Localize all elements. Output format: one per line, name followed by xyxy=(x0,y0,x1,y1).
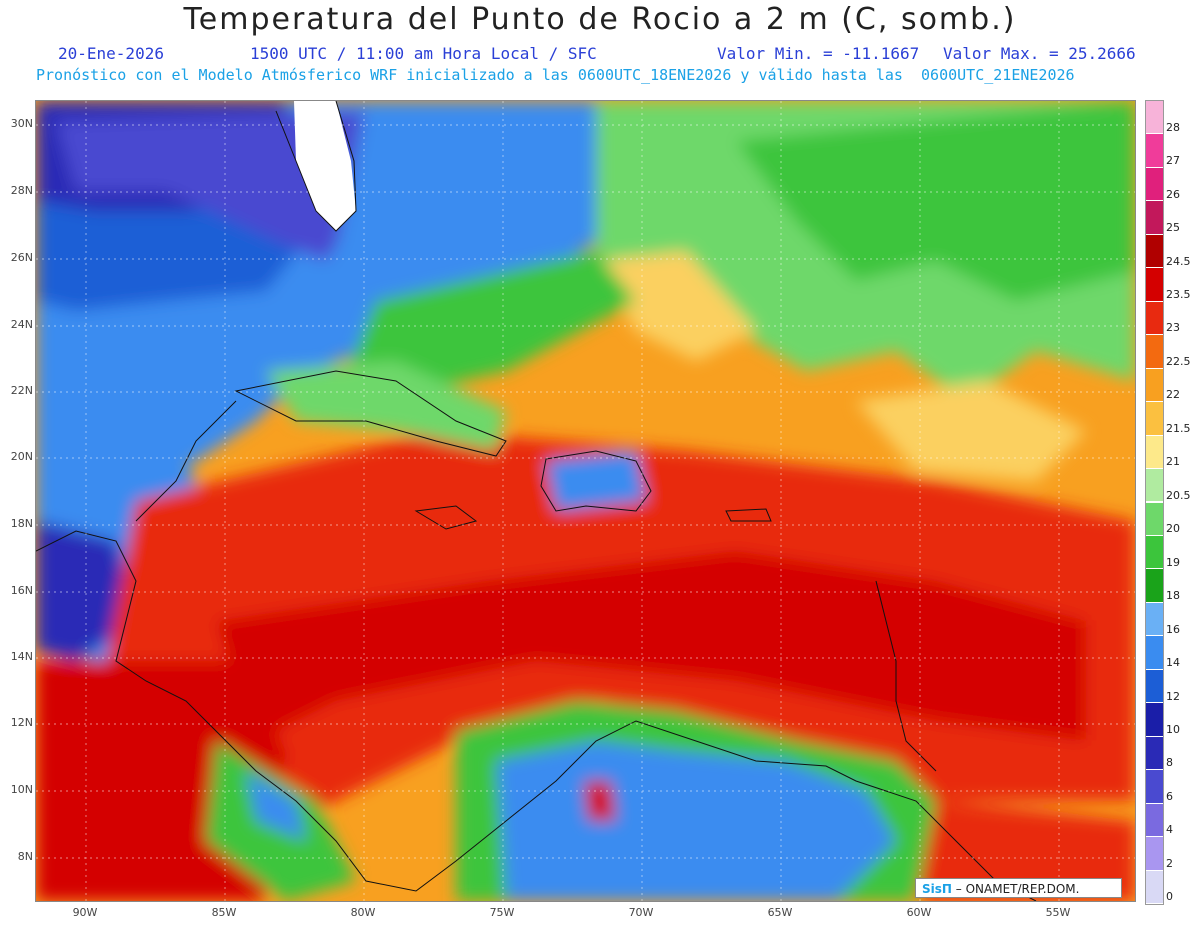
legend-swatch xyxy=(1146,301,1163,336)
lon-label: 60W xyxy=(906,906,932,919)
legend-label: 12 xyxy=(1166,689,1180,703)
legend-label: 18 xyxy=(1166,589,1180,603)
lat-label: 30N xyxy=(10,117,33,130)
lon-label: 70W xyxy=(628,906,654,919)
legend-swatch xyxy=(1146,703,1163,737)
legend-label: 4 xyxy=(1166,823,1173,837)
credit-text: – ONAMET/REP.DOM. xyxy=(951,882,1080,896)
legend-label: 23 xyxy=(1166,321,1180,335)
legend-swatch xyxy=(1146,435,1163,470)
legend-label: 28 xyxy=(1166,120,1180,134)
lon-label: 85W xyxy=(211,906,237,919)
time-label: 1500 UTC / 11:00 am Hora Local / SFC xyxy=(250,44,597,63)
legend-swatch xyxy=(1146,368,1163,403)
legend-swatch xyxy=(1146,803,1163,838)
lat-label: 10N xyxy=(10,783,33,796)
florida-landmass xyxy=(294,101,356,231)
lat-label: 14N xyxy=(10,650,33,663)
legend-label: 26 xyxy=(1166,187,1180,201)
dewpoint-map xyxy=(35,100,1136,902)
legend-swatch xyxy=(1146,669,1163,704)
lon-label: 90W xyxy=(72,906,98,919)
legend-swatch xyxy=(1146,602,1163,637)
legend-swatch xyxy=(1146,770,1163,804)
graticule xyxy=(36,101,1135,901)
legend-label: 21 xyxy=(1166,455,1180,469)
lat-label: 26N xyxy=(10,251,33,264)
color-legend xyxy=(1145,100,1164,905)
legend-swatch xyxy=(1146,502,1163,536)
legend-label: 22.5 xyxy=(1166,354,1191,368)
legend-swatch xyxy=(1146,636,1163,670)
coastlines xyxy=(36,101,1037,901)
legend-swatch xyxy=(1146,736,1163,771)
legend-label: 14 xyxy=(1166,656,1180,670)
legend-label: 20 xyxy=(1166,522,1180,536)
legend-swatch xyxy=(1146,268,1163,302)
legend-swatch xyxy=(1146,837,1163,871)
legend-swatch xyxy=(1146,167,1163,202)
credit-box: SisΠ – ONAMET/REP.DOM. xyxy=(915,878,1122,898)
legend-label: 25 xyxy=(1166,221,1180,235)
lat-label: 20N xyxy=(10,450,33,463)
legend-label: 6 xyxy=(1166,789,1173,803)
legend-label: 16 xyxy=(1166,622,1180,636)
dewpoint-field xyxy=(36,101,1135,901)
lat-label: 24N xyxy=(10,318,33,331)
sispi-logo: SisΠ xyxy=(922,882,952,896)
legend-label: 27 xyxy=(1166,154,1180,168)
legend-label: 0 xyxy=(1166,890,1173,904)
legend-label: 10 xyxy=(1166,722,1180,736)
legend-label: 19 xyxy=(1166,555,1180,569)
lat-label: 22N xyxy=(10,384,33,397)
legend-swatch xyxy=(1146,201,1163,235)
legend-swatch xyxy=(1146,134,1163,168)
lon-label: 80W xyxy=(350,906,376,919)
lat-label: 8N xyxy=(17,850,33,863)
lat-label: 16N xyxy=(10,584,33,597)
lon-label: 65W xyxy=(767,906,793,919)
date-label: 20-Ene-2026 xyxy=(58,44,164,63)
lat-label: 12N xyxy=(10,716,33,729)
legend-label: 2 xyxy=(1166,856,1173,870)
legend-swatch xyxy=(1146,535,1163,570)
legend-swatch xyxy=(1146,469,1163,503)
lat-label: 18N xyxy=(10,517,33,530)
legend-label: 21.5 xyxy=(1166,421,1191,435)
legend-swatch xyxy=(1146,335,1163,369)
legend-label: 24.5 xyxy=(1166,254,1191,268)
lat-label: 28N xyxy=(10,184,33,197)
legend-swatch xyxy=(1146,569,1163,603)
legend-swatch xyxy=(1146,402,1163,436)
legend-swatch xyxy=(1146,234,1163,269)
legend-label: 8 xyxy=(1166,756,1173,770)
legend-label: 22 xyxy=(1166,388,1180,402)
legend-label: 20.5 xyxy=(1166,488,1191,502)
map-title: Temperatura del Punto de Rocio a 2 m (C,… xyxy=(183,2,1017,37)
legend-label: 23.5 xyxy=(1166,288,1191,302)
lon-label: 55W xyxy=(1045,906,1071,919)
model-info-line: Pronóstico con el Modelo Atmósferico WRF… xyxy=(36,66,1075,84)
lon-label: 75W xyxy=(489,906,515,919)
max-value-label: Valor Max. = 25.2666 xyxy=(943,44,1136,63)
legend-swatch xyxy=(1146,870,1163,904)
legend-swatch xyxy=(1146,101,1163,135)
min-value-label: Valor Min. = -11.1667 xyxy=(717,44,920,63)
